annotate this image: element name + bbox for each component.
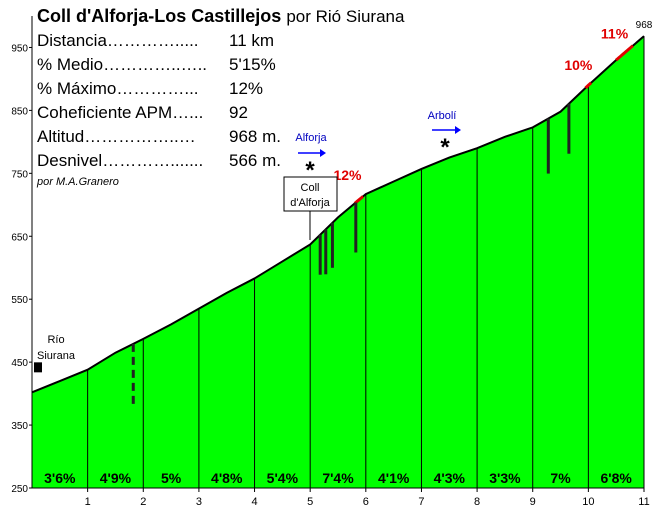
coll-box (283, 176, 338, 212)
elevation-line (31, 35, 645, 394)
x-tick-label: 10 (582, 496, 594, 508)
asterisk-icon: * (440, 134, 450, 161)
stat-value: 12% (229, 79, 264, 98)
stat-row: Coheficiente APM…... 92 (37, 103, 248, 123)
segment-gradient-label: 5'4% (267, 470, 299, 486)
x-tick-label: 3 (196, 496, 202, 508)
y-tick-label: 250 (11, 484, 28, 495)
segment-gradient-label: 4'3% (434, 470, 466, 486)
stat-value: 5'15% (229, 55, 276, 74)
label-coll: Coll (301, 182, 320, 194)
stat-label: % Medio…………..….. (37, 55, 208, 74)
y-tick-label: 850 (11, 106, 28, 117)
label-rio: Río (47, 334, 64, 346)
label-alforja: Alforja (295, 132, 327, 144)
end-altitude-label: 968 (636, 20, 653, 31)
elevation-area (31, 35, 645, 488)
page-subtitle: por Rió Siurana (286, 7, 405, 26)
stat-row: % Medio…………..….. 5'15% (37, 55, 276, 75)
elevation-fill (32, 36, 644, 488)
stat-value: 566 m. (229, 151, 281, 170)
ramp-percent-label: 12% (333, 167, 362, 183)
steep-section (584, 81, 593, 89)
steep-section (615, 44, 634, 62)
axes: 350 450 550 650 750 850 950 250 1 2 3 4 5 6 7 8 9 10 11 (11, 16, 650, 508)
x-tick-label: 5 (307, 496, 313, 508)
y-tick-label: 750 (11, 169, 28, 180)
stat-row: Altitud……………..… 968 m. (37, 127, 281, 147)
stat-label: Altitud……………..… (37, 127, 196, 146)
chart-marks (34, 44, 634, 488)
x-tick-label: 7 (418, 496, 424, 508)
steep-section (353, 195, 364, 205)
arrow-alforja-head (320, 149, 326, 157)
stat-value: 92 (229, 103, 248, 122)
label-arboli: Arbolí (428, 110, 457, 122)
y-tick-label: 450 (11, 358, 28, 369)
segment-gradient-label: 3'6% (44, 470, 76, 486)
start-marker (34, 362, 42, 373)
stat-value: 11 km (229, 31, 275, 50)
y-tick-label: 650 (11, 232, 28, 243)
ramp-percent-label: 10% (564, 57, 593, 73)
stat-value: 968 m. (229, 127, 281, 146)
segment-gradient-label: 7% (550, 470, 571, 486)
segment-gradient-label: 6'8% (601, 470, 633, 486)
stat-row: % Máximo…………... 12% (37, 79, 263, 99)
segment-gradient-label: 3'3% (489, 470, 521, 486)
segment-gradient-label: 4'1% (378, 470, 410, 486)
label-siurana: Siurana (37, 350, 76, 362)
stat-label: Distancia…………..... (37, 31, 199, 50)
ramp-percent-label: 11% (601, 26, 629, 42)
chart-labels: 968 3'6% 4'9% 5% 4'8% 5'4% 7'4% 4'1% 4'3% 3'3% 7% 6… (37, 20, 653, 486)
segment-gradient-label: 5% (161, 470, 182, 486)
label-dalforja: d'Alforja (290, 197, 330, 209)
x-tick-label: 11 (638, 496, 649, 508)
x-tick-label: 4 (251, 496, 257, 508)
segment-gradient-label: 7'4% (322, 470, 354, 486)
segment-gradient-label: 4'8% (211, 470, 243, 486)
asterisk-icon: * (305, 157, 315, 184)
x-tick-label: 8 (474, 496, 480, 508)
y-tick-label: 350 (11, 421, 28, 432)
segment-gradient-label: 4'9% (100, 470, 132, 486)
stat-label: % Máximo…………... (37, 79, 199, 98)
x-tick-label: 9 (530, 496, 536, 508)
stat-label: Coheficiente APM…... (37, 103, 204, 122)
arrow-arboli-head (455, 126, 461, 134)
x-tick-label: 6 (363, 496, 369, 508)
x-tick-label: 1 (85, 496, 91, 508)
x-tick-label: 2 (140, 496, 146, 508)
stat-row: Distancia…………..... 11 km (37, 31, 274, 51)
credit: por M.A.Granero (37, 176, 119, 188)
stat-label: Desnivel…………....... (37, 151, 204, 170)
y-tick-label: 550 (11, 295, 28, 306)
y-tick-label: 950 (11, 43, 28, 54)
page-title: Coll d'Alforja-Los Castillejos por Rió S… (37, 6, 405, 26)
stat-row: Desnivel…………....... 566 m. (37, 151, 281, 171)
